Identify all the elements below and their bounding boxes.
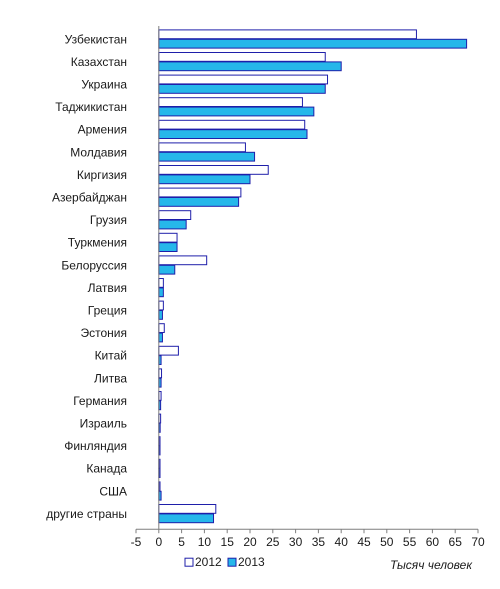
bar-2012 [158, 74, 329, 85]
category-label: Киргизия [77, 168, 127, 182]
bar-2013 [158, 242, 178, 252]
bar-2013 [158, 61, 342, 72]
category-label: Китай [95, 349, 127, 363]
x-tick-label: 25 [266, 535, 280, 549]
bar-2013 [158, 264, 176, 275]
x-tick-label: 20 [243, 535, 257, 549]
legend-swatch-2012 [184, 557, 194, 567]
legend-label-2013: 2013 [238, 555, 265, 569]
bar-2012 [158, 300, 164, 311]
bar-2013 [158, 310, 163, 320]
category-label: Таджикистан [55, 100, 127, 114]
x-tick-label: 55 [403, 535, 417, 549]
x-tick-label: 35 [312, 535, 326, 549]
legend: 2012 2013 [184, 555, 265, 569]
x-axis-ticks: -5 0 5 10 15 20 25 30 35 40 45 50 55 60 65 70 [131, 529, 485, 549]
bar-2012 [158, 504, 217, 514]
bar-2012 [158, 97, 303, 107]
category-label: Грузия [90, 213, 127, 227]
category-label: Украина [81, 78, 127, 92]
x-tick-label: 30 [289, 535, 303, 549]
bar-2013 [158, 332, 163, 343]
x-tick-label: 0 [155, 535, 162, 549]
category-label: Канада [86, 462, 127, 476]
bar-2012 [158, 119, 306, 130]
category-label: Эстония [81, 326, 128, 340]
category-label: Израиль [80, 417, 127, 431]
x-tick-label: 65 [449, 535, 463, 549]
x-tick-label: 15 [221, 535, 235, 549]
x-tick-label: 45 [357, 535, 371, 549]
bar-2012 [158, 345, 179, 356]
x-tick-label: 40 [335, 535, 349, 549]
bar-2012 [158, 52, 326, 62]
bar-2013 [158, 84, 326, 94]
bar-2013 [158, 174, 251, 185]
bar-2013 [158, 38, 468, 49]
bar-2013 [158, 287, 164, 298]
bar-2012 [158, 278, 164, 288]
category-label: Азербайджан [52, 191, 127, 205]
bar-2012 [158, 232, 178, 243]
category-label: Германия [73, 394, 127, 408]
x-tick-label: -5 [131, 535, 142, 549]
category-label: Греция [88, 304, 127, 318]
bar-2012 [158, 29, 417, 40]
category-label: Финляндия [64, 439, 127, 453]
bar-2013 [158, 151, 256, 162]
category-label: Армения [78, 123, 127, 137]
bar-2013 [158, 106, 315, 117]
x-tick-label: 70 [471, 535, 485, 549]
bars [158, 29, 468, 524]
category-label: Узбекистан [65, 32, 127, 46]
bar-2012 [158, 142, 246, 153]
bar-2013 [158, 197, 240, 207]
legend-swatch-2013 [227, 557, 237, 567]
bar-2012 [158, 187, 242, 198]
x-axis-unit-label: Тысяч человек [390, 558, 473, 572]
category-label: Туркмения [68, 236, 127, 250]
bar-2013 [158, 513, 215, 524]
category-label: другие страны [46, 507, 127, 521]
legend-label-2012: 2012 [195, 555, 222, 569]
x-tick-label: 50 [380, 535, 394, 549]
bar-2012 [158, 165, 269, 175]
bar-2012 [158, 210, 192, 220]
bar-2012 [158, 255, 208, 266]
category-labels: Узбекистан Казахстан Украина Таджикистан Арм… [46, 32, 127, 521]
category-label: США [99, 484, 127, 498]
category-label: Молдавия [70, 145, 127, 159]
category-label: Литва [94, 371, 127, 385]
x-tick-label: 10 [198, 535, 212, 549]
x-tick-label: 5 [178, 535, 185, 549]
category-label: Белоруссия [61, 258, 127, 272]
bar-2012 [158, 323, 165, 334]
bar-2013 [158, 129, 308, 139]
x-tick-label: 60 [426, 535, 440, 549]
category-label: Казахстан [71, 55, 127, 69]
bar-2013 [158, 219, 187, 230]
category-label: Латвия [88, 281, 127, 295]
